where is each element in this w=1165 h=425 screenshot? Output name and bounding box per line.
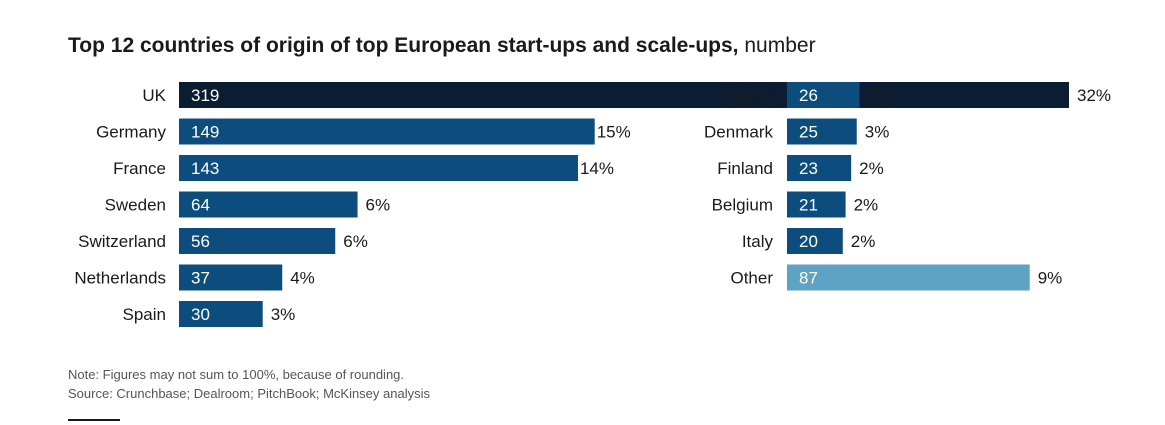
bar-france [179, 155, 578, 181]
share-label-sweden: 6% [366, 196, 391, 215]
category-label-sweden: Sweden [105, 196, 166, 215]
share-label-uk: 32% [1077, 86, 1111, 105]
category-label-netherlands: Netherlands [74, 269, 166, 288]
note-text: Note: Figures may not sum to 100%, becau… [68, 367, 405, 382]
bar-other [787, 264, 1030, 291]
value-label-finland: 23 [799, 159, 818, 178]
value-label-uk: 319 [191, 86, 219, 105]
bar-germany [179, 118, 595, 145]
share-label-france: 14% [580, 159, 614, 178]
chart-notes: Note: Figures may not sum to 100%, becau… [68, 365, 430, 403]
share-label-germany: 15% [597, 123, 631, 142]
share-label-netherlands: 4% [290, 269, 315, 288]
bar-denmark [787, 118, 857, 145]
value-label-netherlands: 37 [191, 269, 210, 288]
bar-ireland [787, 82, 860, 108]
value-label-switzerland: 56 [191, 232, 210, 251]
value-label-italy: 20 [799, 232, 818, 251]
bar-uk [179, 82, 1069, 108]
category-label-switzerland: Switzerland [78, 232, 166, 251]
bar-sweden [179, 191, 358, 218]
category-label-belgium: Belgium [712, 196, 773, 215]
share-label-belgium: 2% [854, 196, 879, 215]
value-label-denmark: 25 [799, 123, 818, 142]
chart-title-unit: number [744, 34, 816, 57]
bar-finland [787, 155, 852, 181]
bar-netherlands [179, 264, 283, 291]
value-label-germany: 149 [191, 123, 219, 142]
share-label-italy: 2% [851, 232, 876, 251]
value-label-belgium: 21 [799, 196, 818, 215]
share-label-spain: 3% [271, 305, 296, 324]
value-label-other: 87 [799, 269, 818, 288]
footer-rule [68, 419, 120, 425]
category-label-ireland: Ireland [721, 86, 773, 105]
value-label-spain: 30 [191, 305, 210, 324]
bar-italy [787, 228, 843, 254]
share-label-finland: 2% [859, 159, 884, 178]
category-label-spain: Spain [123, 305, 166, 324]
category-label-finland: Finland [717, 159, 773, 178]
category-label-other: Other [730, 269, 773, 288]
value-label-france: 143 [191, 159, 219, 178]
chart-title: Top 12 countries of origin of top Europe… [68, 34, 816, 58]
source-text: Source: Crunchbase; Dealroom; PitchBook;… [68, 386, 430, 401]
category-label-italy: Italy [742, 232, 774, 251]
bar-switzerland [179, 228, 336, 254]
category-label-denmark: Denmark [704, 123, 773, 142]
category-label-germany: Germany [96, 123, 166, 142]
bar-spain [179, 301, 263, 327]
category-label-france: France [113, 159, 166, 178]
share-label-switzerland: 6% [343, 232, 368, 251]
value-label-ireland: 26 [799, 86, 818, 105]
category-label-uk: UK [142, 86, 166, 105]
bar-belgium [787, 191, 846, 218]
share-label-other: 9% [1038, 269, 1063, 288]
chart-title-main: Top 12 countries of origin of top Europe… [68, 34, 739, 57]
share-label-denmark: 3% [865, 123, 890, 142]
share-label-ireland: 3% [868, 86, 893, 105]
value-label-sweden: 64 [191, 196, 210, 215]
